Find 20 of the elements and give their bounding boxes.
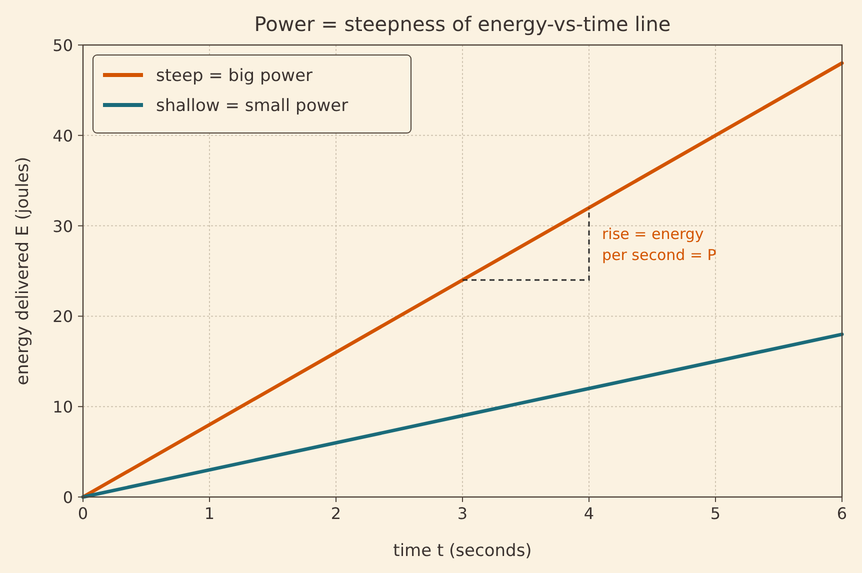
legend-label: shallow = small power	[156, 96, 348, 116]
annotation: rise = energy per second = P	[602, 224, 716, 264]
y-tick-label: 30	[52, 216, 73, 236]
x-axis-title: time t (seconds)	[393, 541, 532, 561]
y-tick-label: 10	[52, 398, 73, 417]
x-tick-label: 4	[584, 504, 594, 523]
x-tick-label: 0	[78, 504, 88, 523]
x-tick-label: 2	[330, 504, 342, 523]
x-tick-label: 5	[710, 504, 721, 523]
x-tick-label: 3	[457, 504, 468, 523]
legend-label: steep = big power	[156, 66, 313, 86]
x-tick-label: 6	[836, 504, 848, 523]
y-tick-label: 20	[52, 307, 73, 326]
y-tick-label: 0	[62, 488, 73, 507]
line-series	[81, 332, 844, 499]
y-axis-title: energy delivered E (joules)	[13, 156, 33, 386]
x-tick-label: 1	[204, 504, 215, 523]
chart-title: Power = steepness of energy-vs-time line	[254, 12, 671, 36]
y-tick-label: 40	[52, 126, 73, 146]
y-tick-label: 50	[52, 36, 73, 55]
